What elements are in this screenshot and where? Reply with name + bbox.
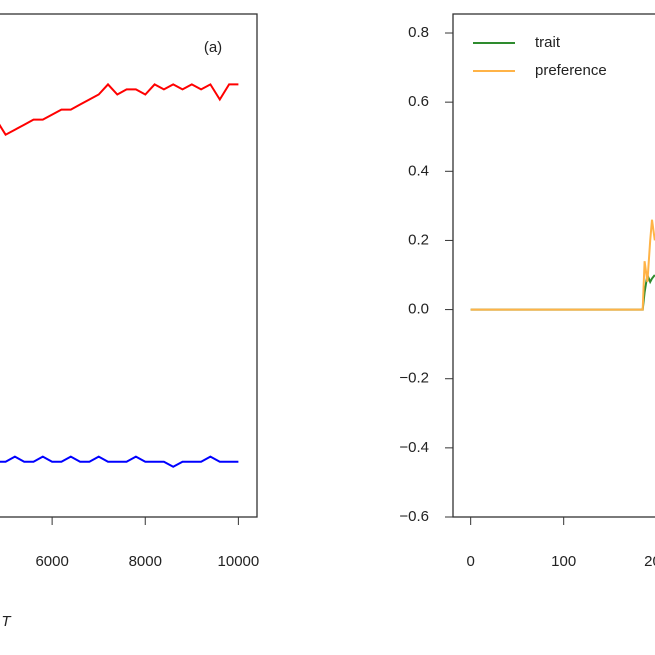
- series-line: [0, 455, 239, 468]
- plot-frame: [452, 13, 655, 518]
- x-tick-label: 10000: [218, 553, 260, 570]
- series-line: [470, 271, 655, 311]
- plot-area: [0, 82, 239, 468]
- plot-area: [470, 219, 655, 311]
- series-line: [470, 219, 655, 311]
- y-tick-label: 0.2: [408, 231, 429, 248]
- y-tick-label: 0.4: [408, 162, 429, 179]
- y-tick-label: 0.8: [408, 24, 429, 41]
- y-tick-label: 0.0: [408, 301, 429, 318]
- series-line: [0, 82, 239, 137]
- panel-label: (a): [204, 39, 222, 56]
- x-tick-label: 200: [644, 553, 655, 570]
- x-tick-label: 0: [467, 553, 475, 570]
- x-tick-label: 100: [551, 553, 576, 570]
- legend-label: trait: [535, 34, 561, 51]
- y-tick-label: 0.6: [408, 93, 429, 110]
- y-tick-label: −0.4: [399, 439, 429, 456]
- legend-label: preference: [535, 62, 607, 79]
- y-tick-label: −0.6: [399, 508, 429, 525]
- y-tick-label: −0.2: [399, 370, 429, 387]
- x-tick-label: 8000: [129, 553, 162, 570]
- x-axis-label: T: [1, 613, 12, 630]
- x-tick-label: 6000: [35, 553, 68, 570]
- plot-frame: [0, 13, 258, 518]
